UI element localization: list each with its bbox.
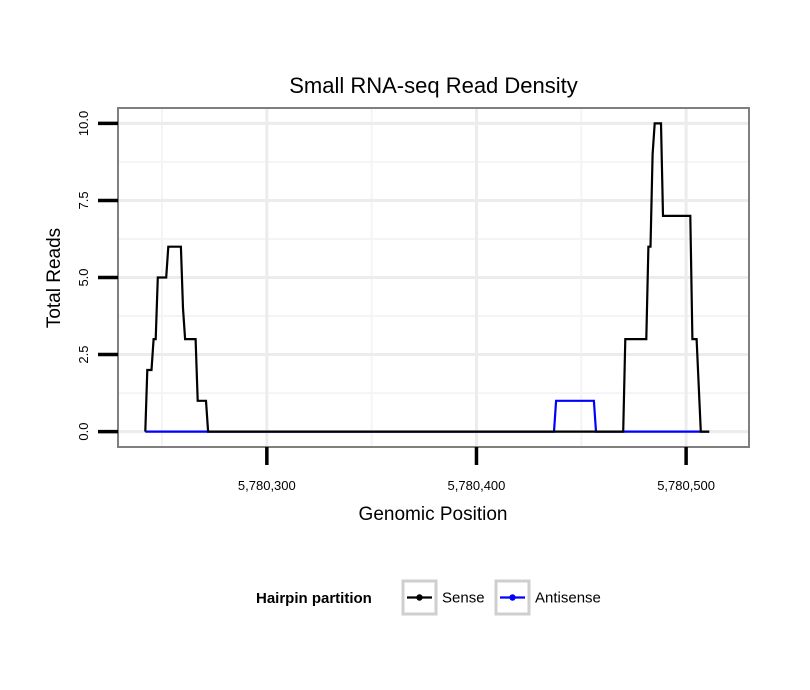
- x-axis-title: Genomic Position: [359, 504, 508, 525]
- series-line-sense: [144, 122, 710, 433]
- chart-title: Small RNA-seq Read Density: [289, 73, 578, 98]
- y-axis-title: Total Reads: [44, 228, 65, 328]
- y-axis: 0.0 2.5 5.0 7.5 10.0: [76, 111, 118, 441]
- legend: Hairpin partition Sense Antisense: [256, 579, 601, 616]
- grid: [118, 108, 749, 447]
- x-tick-label: 5,780,500: [657, 478, 715, 493]
- x-axis: 5,780,300 5,780,400 5,780,500: [238, 447, 715, 493]
- legend-title: Hairpin partition: [256, 590, 372, 607]
- y-tick-label: 0.0: [76, 423, 91, 441]
- y-tick-label: 10.0: [76, 111, 91, 136]
- y-tick-label: 2.5: [76, 346, 91, 364]
- y-tick-label: 7.5: [76, 191, 91, 209]
- legend-key-sense: [401, 579, 438, 616]
- legend-label-sense: Sense: [442, 590, 485, 607]
- y-tick-label: 5.0: [76, 268, 91, 286]
- legend-key-antisense: [494, 579, 531, 616]
- x-tick-label: 5,780,400: [448, 478, 506, 493]
- legend-label-antisense: Antisense: [535, 590, 601, 607]
- series-layer: [144, 122, 710, 433]
- x-tick-label: 5,780,300: [238, 478, 296, 493]
